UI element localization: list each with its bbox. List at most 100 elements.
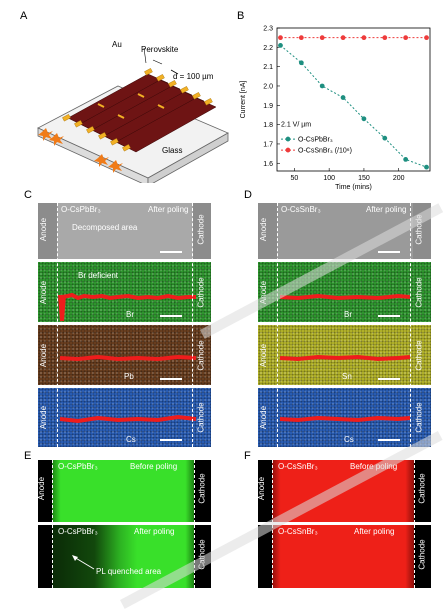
x-axis-label: Time (mins) — [335, 184, 372, 191]
scale-bar — [160, 315, 182, 317]
panel-e-letter: E — [24, 450, 32, 462]
data-point — [298, 60, 304, 66]
field-strength-label: 2.1 V/ µm — [281, 122, 311, 129]
cathode-boundary — [194, 460, 195, 588]
cathode-label: Cathode — [414, 340, 424, 371]
x-tick-label: 200 — [393, 175, 405, 182]
scale-bar — [160, 251, 182, 253]
data-point — [319, 35, 325, 41]
sample-label: O-CsSnBr₃ — [281, 205, 321, 214]
label-au: Au — [112, 40, 122, 49]
element-1-label: Br — [126, 310, 134, 319]
cathode-label: Cathode — [196, 277, 206, 308]
pl-quenched-arrow — [72, 555, 95, 570]
data-point — [298, 35, 304, 41]
x-tick-label: 150 — [358, 175, 370, 182]
sn-map — [258, 325, 431, 385]
device-schematic — [37, 47, 229, 183]
cathode-label: Cathode — [197, 473, 207, 504]
decomposed-area-label: Decomposed area — [72, 223, 138, 232]
y-tick-label: 1.6 — [263, 161, 273, 168]
element-3-label: Cs — [344, 435, 354, 444]
element-2-label: Pb — [124, 372, 134, 381]
sample-label: O-CsPbBr₃ — [58, 462, 98, 471]
anode-label: Anode — [257, 476, 267, 501]
scale-bar — [160, 439, 182, 441]
data-point — [319, 83, 325, 89]
anode-label: Anode — [259, 217, 269, 242]
cathode-label: Cathode — [196, 402, 206, 433]
y-tick-label: 1.8 — [263, 122, 273, 129]
panel-e-pl-maps: O-CsPbBr₃ Before poling O-CsPbBr₃ After … — [37, 460, 211, 588]
y-tick-label: 2.0 — [263, 83, 273, 90]
cathode-label: Cathode — [196, 340, 206, 371]
sem-center — [57, 203, 193, 259]
panel-c-maps: O-CsPbBr₃ After poling Decomposed area B… — [38, 203, 211, 447]
anode-label: Anode — [39, 217, 49, 242]
data-point — [403, 157, 409, 162]
data-point — [278, 42, 283, 48]
pl-quenched-label: PL quenched area — [96, 567, 162, 576]
cathode-label: Cathode — [414, 402, 424, 433]
scale-bar — [378, 315, 400, 317]
scale-bar — [378, 251, 400, 253]
panel-b-letter: B — [237, 10, 245, 22]
sample-label: O-CsPbBr₃ — [58, 527, 98, 536]
cathode-boundary — [410, 203, 411, 447]
line-profiles — [279, 293, 411, 423]
data-point — [278, 35, 283, 41]
y-tick-label: 2.2 — [263, 45, 273, 52]
pl-emission-area — [272, 525, 414, 588]
y-tick-label: 2.1 — [263, 64, 273, 71]
data-point — [340, 35, 346, 41]
cathode-label: Cathode — [417, 473, 427, 504]
panel-d-maps: O-CsSnBr₃ After poling Br Sn Cs Anode An… — [258, 203, 431, 447]
scale-bar — [160, 378, 182, 380]
anode-label: Anode — [39, 280, 49, 305]
legend-marker — [285, 147, 291, 153]
data-point — [340, 95, 346, 100]
pl-emission-area — [52, 460, 194, 522]
data-point — [361, 116, 367, 122]
cathode-label: Cathode — [196, 214, 206, 245]
series-line — [280, 45, 427, 168]
label-perovskite: Perovskite — [141, 45, 179, 54]
data-point — [424, 164, 429, 170]
status-label: After poling — [134, 527, 175, 536]
current-vs-time-chart: 1.6 1.7 1.8 1.9 2.0 2.1 2.2 2.3 50 100 150 200 Time … — [240, 26, 431, 191]
anode-label: Anode — [37, 476, 47, 501]
line-profiles — [58, 292, 197, 424]
y-axis-label: Current [nA] — [240, 81, 247, 119]
y-tick-label: 1.9 — [263, 103, 273, 110]
panel-d-letter: D — [244, 189, 252, 201]
scale-bar — [378, 378, 400, 380]
before-poling-image — [38, 460, 211, 522]
panel-a-letter: A — [20, 10, 28, 22]
cathode-boundary — [414, 460, 415, 588]
status-label: After poling — [366, 205, 407, 214]
anode-boundary — [277, 203, 278, 447]
data-point — [403, 35, 409, 41]
anode-label: Anode — [39, 405, 49, 430]
sample-label: O-CsPbBr₃ — [61, 205, 101, 214]
data-point — [424, 35, 429, 41]
y-tick-label: 2.3 — [263, 26, 273, 33]
status-label: After poling — [148, 205, 189, 214]
status-label: After poling — [354, 527, 395, 536]
element-1-label: Br — [344, 310, 352, 319]
label-distance: d = 100 µm — [173, 72, 214, 81]
x-tick-label: 100 — [323, 175, 335, 182]
anode-label: Anode — [39, 343, 49, 368]
x-tick-label: 50 — [290, 175, 298, 182]
status-label: Before poling — [130, 462, 178, 471]
cathode-boundary — [192, 203, 193, 447]
anode-boundary — [52, 460, 53, 588]
panel-c-letter: C — [24, 189, 32, 201]
panel-f-letter: F — [244, 450, 251, 462]
legend-marker — [285, 136, 291, 142]
anode-boundary — [57, 203, 58, 447]
element-2-label: Sn — [342, 372, 352, 381]
sample-label: O-CsSnBr₃ — [278, 527, 318, 536]
label-glass: Glass — [162, 146, 183, 155]
plot-frame — [276, 27, 431, 172]
